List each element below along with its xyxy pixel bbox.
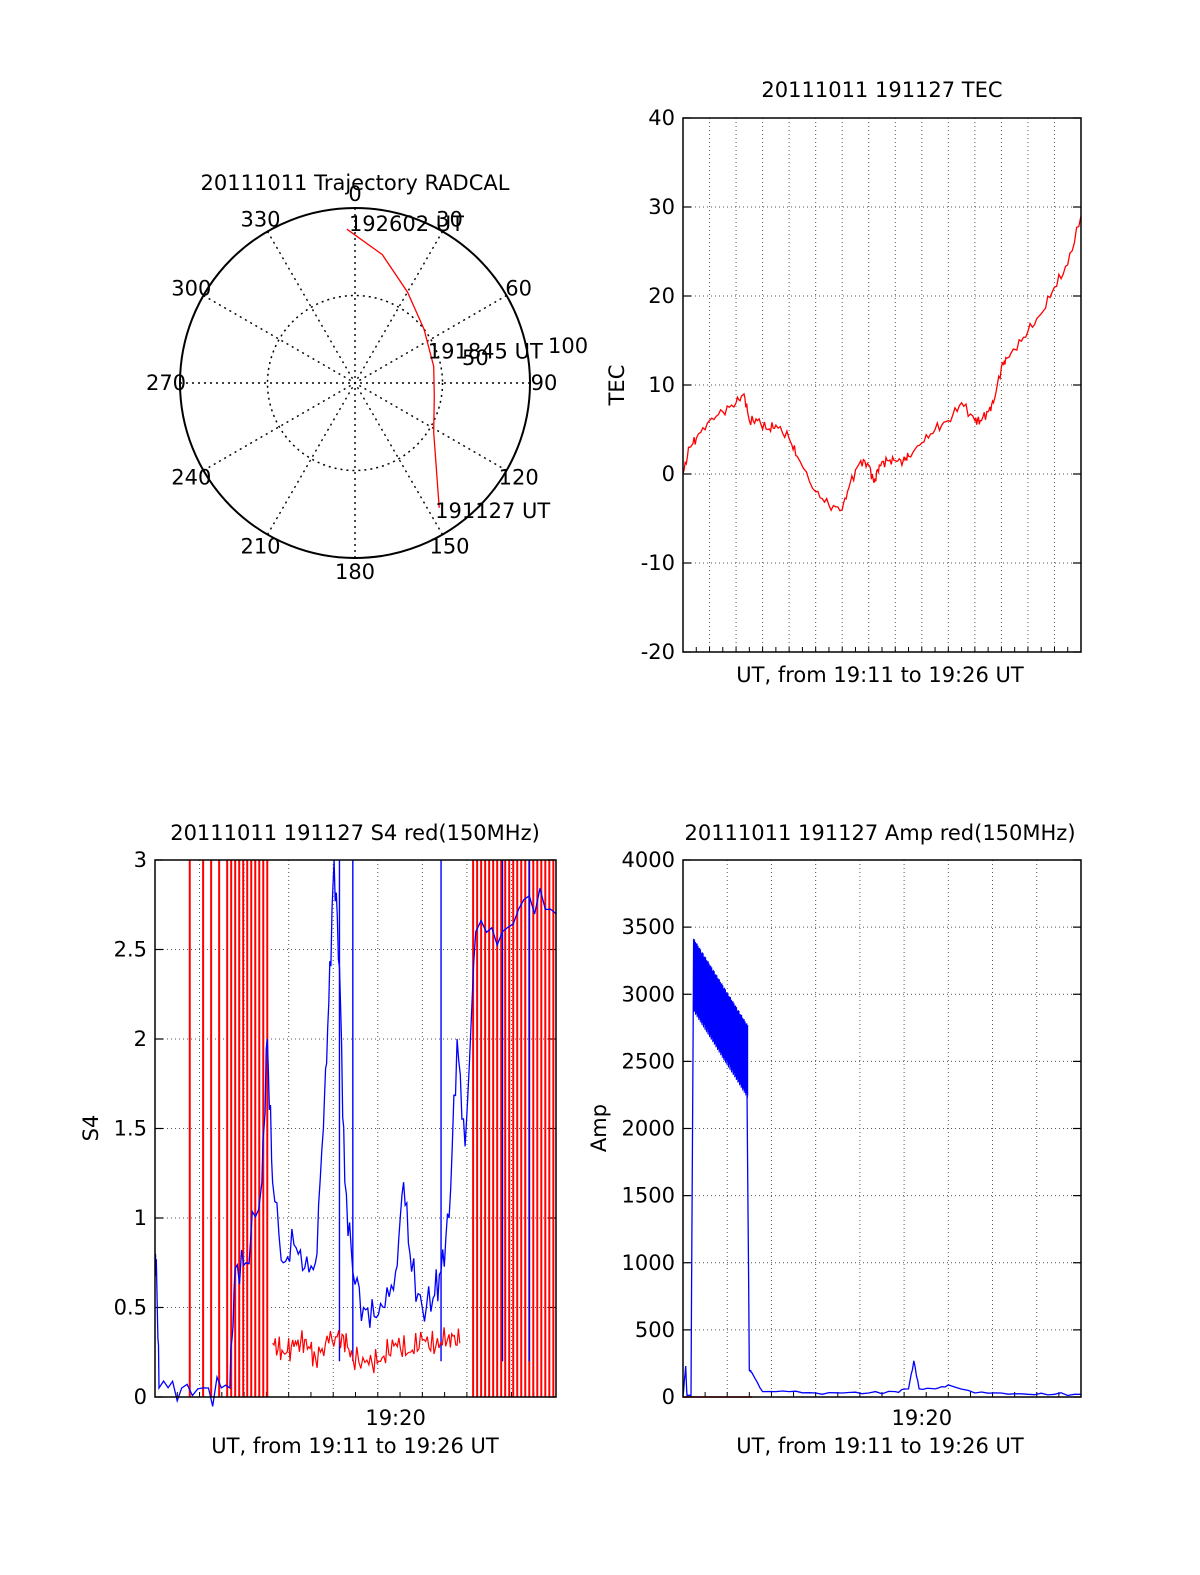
s4-x-label: UT, from 19:11 to 19:26 UT <box>211 1434 499 1458</box>
amp-y-tick-label: 500 <box>635 1318 675 1342</box>
s4-red-series-line <box>272 1327 461 1374</box>
s4-y-tick-label: 2.5 <box>114 938 147 962</box>
amp-plot-frame <box>682 859 1082 1398</box>
tec-plot-frame <box>682 117 1082 653</box>
s4-y-tick-label: 1 <box>134 1206 147 1230</box>
tec-y-tick-label: 20 <box>648 284 675 308</box>
tec-y-tick-labels: -20 -10 0 10 20 30 40 <box>641 106 675 664</box>
amp-noise-band <box>693 938 749 1098</box>
amp-y-tick-label: 4000 <box>622 848 675 872</box>
polar-azimuth-label: 150 <box>429 535 469 559</box>
polar-azimuth-label: 300 <box>171 277 211 301</box>
amp-grid <box>682 859 1082 1398</box>
polar-azimuth-label: 30 <box>436 207 463 231</box>
tec-y-tick-label: -10 <box>641 551 675 575</box>
polar-azimuth-labels: 0 30 60 90 120 150 180 210 240 270 300 330 <box>146 182 557 584</box>
s4-y-tick-label: 3 <box>134 848 147 872</box>
amp-panel: 20111011 191127 Amp red(150MHz) 0 500 1000… <box>587 821 1082 1458</box>
amp-x-tick-label: 19:20 <box>892 1406 953 1430</box>
amp-blue-series-line <box>682 940 1081 1398</box>
polar-grid <box>180 208 530 558</box>
s4-y-label: S4 <box>79 1115 103 1142</box>
polar-radial-label-50: 50 <box>462 346 489 370</box>
polar-annotation-mid: 191845 UT <box>428 339 543 363</box>
tec-y-tick-label: 0 <box>662 462 675 486</box>
s4-y-tick-label: 0 <box>134 1385 147 1409</box>
s4-panel: 20111011 191127 S4 red(150MHz) 0 0.5 1 1.5 2… <box>79 821 557 1458</box>
tec-y-tick-label: 30 <box>648 195 675 219</box>
s4-x-tick-label: 19:20 <box>365 1406 426 1430</box>
amp-oscillation-band <box>693 938 749 1098</box>
amp-y-tick-label: 0 <box>662 1385 675 1409</box>
polar-azimuth-label: 330 <box>240 207 280 231</box>
tec-y-label: TEC <box>605 365 629 407</box>
polar-spoke <box>266 231 444 535</box>
s4-title: 20111011 191127 S4 red(150MHz) <box>170 821 540 845</box>
tec-x-label: UT, from 19:11 to 19:26 UT <box>736 663 1024 687</box>
polar-azimuth-label: 60 <box>505 277 532 301</box>
polar-azimuth-label: 90 <box>531 371 558 395</box>
polar-trajectory <box>346 228 440 508</box>
amp-y-tick-label: 1000 <box>622 1251 675 1275</box>
s4-spikes <box>188 860 555 1397</box>
s4-y-tick-label: 2 <box>134 1027 147 1051</box>
amp-x-label: UT, from 19:11 to 19:26 UT <box>736 1434 1024 1458</box>
polar-azimuth-label: 270 <box>146 371 186 395</box>
polar-radial-label-100: 100 <box>548 334 588 358</box>
s4-y-tick-label: 1.5 <box>114 1117 147 1141</box>
tec-y-tick-label: -20 <box>641 640 675 664</box>
amp-y-tick-label: 1500 <box>622 1184 675 1208</box>
polar-azimuth-label: 210 <box>240 535 280 559</box>
tec-title: 20111011 191127 TEC <box>761 78 1002 102</box>
polar-title: 20111011 Trajectory RADCAL <box>201 171 510 195</box>
amp-y-tick-label: 2500 <box>622 1049 675 1073</box>
polar-azimuth-label: 120 <box>499 466 539 490</box>
tec-y-tick-label: 10 <box>648 373 675 397</box>
amp-title: 20111011 191127 Amp red(150MHz) <box>684 821 1075 845</box>
amp-y-tick-label: 3000 <box>622 982 675 1006</box>
amp-y-tick-label: 2000 <box>622 1117 675 1141</box>
s4-blue-series-line <box>154 859 557 1407</box>
amp-y-label: Amp <box>587 1104 611 1152</box>
polar-inner-ring <box>266 294 444 472</box>
s4-grid <box>154 859 557 1398</box>
polar-annotation-end: 192602 UT <box>349 212 464 236</box>
s4-plot-frame <box>154 859 557 1398</box>
polar-azimuth-label: 0 <box>348 182 361 206</box>
polar-azimuth-label: 180 <box>335 560 375 584</box>
polar-outer-ring <box>179 207 531 559</box>
s4-y-tick-labels: 0 0.5 1 1.5 2 2.5 3 <box>114 848 147 1409</box>
polar-panel: 20111011 Trajectory RADCAL 0 30 60 90 120 150… <box>146 171 588 584</box>
amp-y-tick-label: 3500 <box>622 915 675 939</box>
tec-y-tick-label: 40 <box>648 106 675 130</box>
polar-annotation-start: 191127 UT <box>435 499 550 523</box>
tec-series-line <box>682 215 1082 512</box>
tec-grid <box>682 117 1082 653</box>
amp-y-tick-labels: 0 500 1000 1500 2000 2500 3000 3500 4000 <box>622 848 675 1409</box>
polar-azimuth-label: 240 <box>171 466 211 490</box>
s4-y-tick-label: 0.5 <box>114 1296 147 1320</box>
